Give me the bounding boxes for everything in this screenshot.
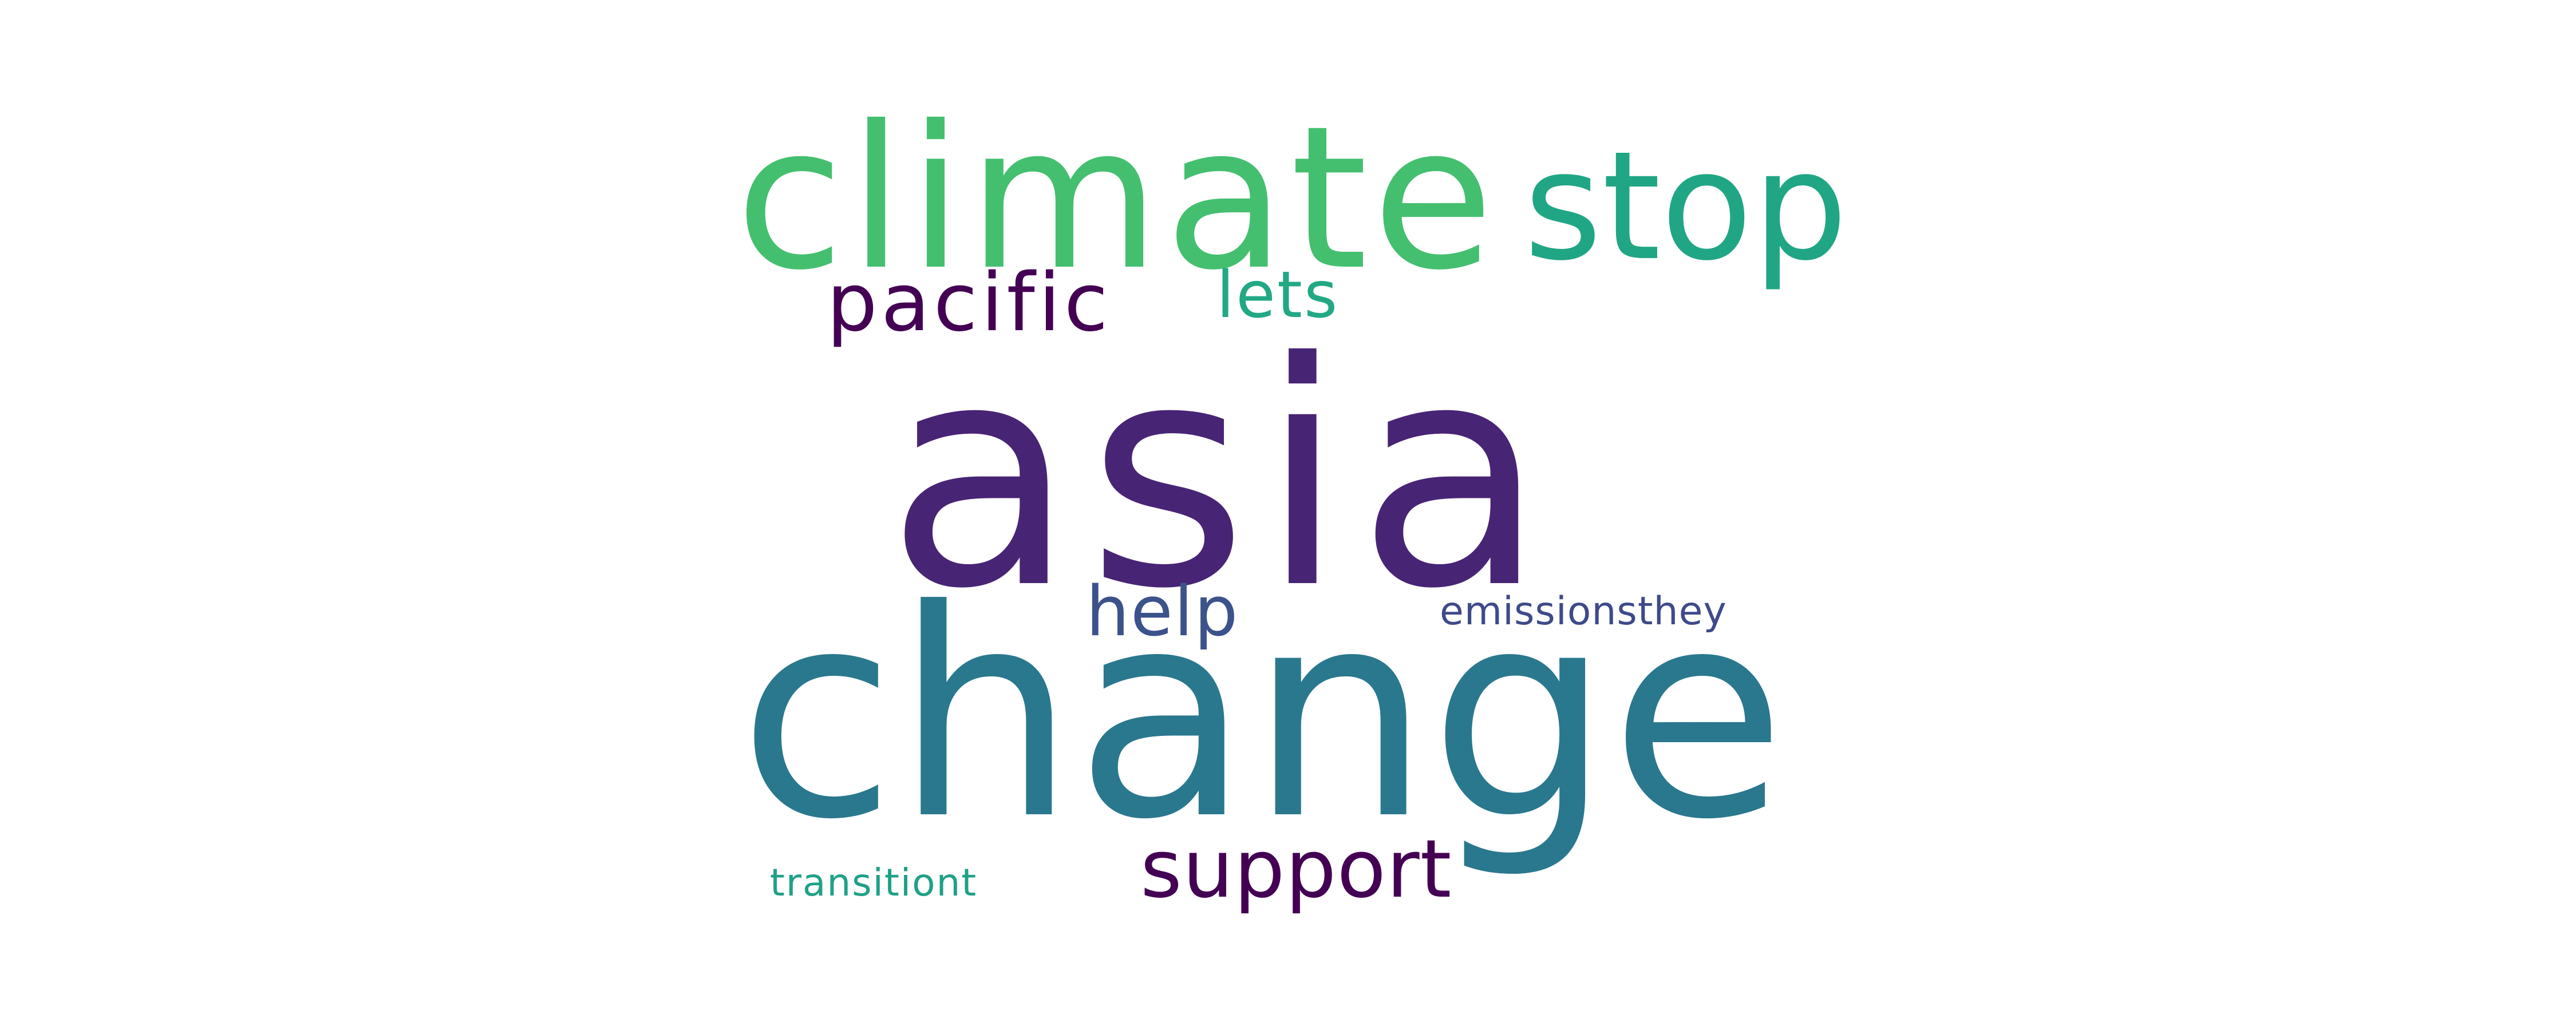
word-pacific: pacific	[827, 256, 1112, 350]
word-help: help	[1086, 572, 1239, 652]
word-asia: asia	[886, 297, 1558, 656]
word-climate: climate	[736, 84, 1499, 314]
word-stop: stop	[1524, 119, 1848, 294]
word-change: change	[738, 549, 1786, 882]
word-emissionsthey: emissionsthey	[1440, 589, 1727, 634]
word-lets: lets	[1216, 258, 1340, 332]
word-support: support	[1140, 823, 1452, 916]
word-transitiont: transitiont	[770, 861, 978, 905]
